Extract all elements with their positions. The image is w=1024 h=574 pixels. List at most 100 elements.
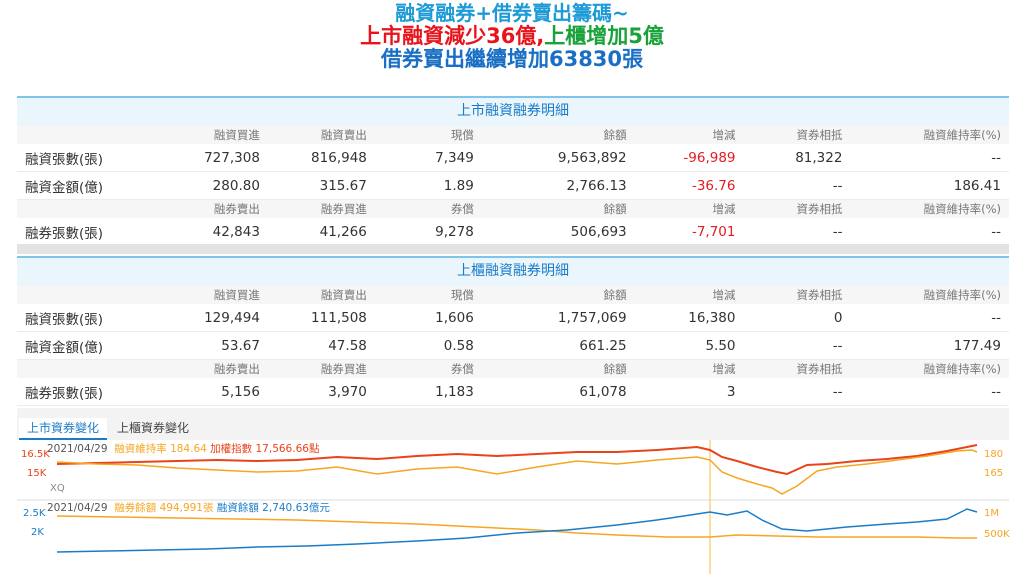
col-header: 增減 [712,362,736,376]
col-header: 增減 [712,202,736,216]
col-header: 資券相抵 [796,128,843,142]
col-header: 融資維持率(%) [923,202,1001,216]
cell: 7,349 [435,149,474,166]
cell: 42,843 [212,223,260,240]
cell: -- [991,383,1001,400]
table-header: 融券賣出 融券買進 券償 餘額 增減 資券相抵 融資維持率(%) [17,200,1009,218]
table-row: 融券張數(張) 42,843 41,266 9,278 506,693 -7,7… [17,218,1009,246]
cell: 280.80 [212,177,260,194]
col-header: 融資賣出 [320,288,367,302]
cell: -- [832,337,843,354]
short-balance-line [56,515,977,539]
col-header: 資券相抵 [796,362,843,376]
top-chart-legend: 2021/04/29 融資維持率 184.64 加權指數 17,566.66點 [47,441,319,456]
cell-change: -96,989 [683,149,736,166]
cell: 186.41 [953,177,1001,194]
cell: 727,308 [204,149,260,166]
col-header: 券償 [450,362,474,376]
table-row: 融資張數(張) 129,494 111,508 1,606 1,757,069 … [17,304,1009,332]
col-header: 融資維持率(%) [923,288,1001,302]
col-header: 融券買進 [320,362,367,376]
cell: 0.58 [443,337,474,354]
y-tick-left: 15K [27,468,47,479]
chart-tabs: 上市資券變化 上櫃資券變化 [17,408,1009,440]
cell: -- [832,177,843,194]
tab-otc-changes[interactable]: 上櫃資券變化 [117,421,190,435]
cell: -- [832,383,843,400]
table-header: 融資買進 融資賣出 現償 餘額 增減 資券相抵 融資維持率(%) [17,286,1009,304]
y-tick-right: 180 [984,449,1004,460]
cell: -- [832,223,843,240]
listed-table-title: 上市融資融券明細 [17,96,1009,126]
headline-line3: 借券賣出繼續增加63830張 [380,47,644,71]
cell: -- [991,223,1001,240]
y-tick-right: 500K [984,529,1010,540]
col-header: 資券相抵 [796,202,843,216]
y-tick-left: 2.5K [23,508,46,519]
legend-series-name: 融資維持率 [114,443,167,455]
index-line [56,444,978,476]
cell-change: 16,380 [688,309,736,326]
y-tick-left: 2K [31,527,44,538]
col-header: 餘額 [603,202,627,216]
col-header: 餘額 [603,128,627,142]
xq-watermark: XQ [50,483,65,494]
col-header: 融資維持率(%) [923,362,1001,376]
tab-listed-changes[interactable]: 上市資券變化 [19,418,108,440]
cell: 0 [833,309,843,326]
legend-series-value: 2,740.63億元 [262,502,330,514]
cell: 53.67 [221,337,260,354]
bottom-chart-legend: 2021/04/29 融券餘額 494,991張 融資餘額 2,740.63億元 [47,500,330,515]
col-header: 融資維持率(%) [923,128,1001,142]
maintenance-ratio-line [56,449,978,495]
legend-series-value: 494,991張 [159,502,214,514]
cell: 1,757,069 [557,309,627,326]
cell: 177.49 [953,337,1001,354]
col-header: 融券買進 [320,202,367,216]
legend-series-value: 17,566.66點 [255,443,320,455]
y-tick-right: 1M [984,508,999,519]
headline-otc-change: 上櫃增加5億 [544,24,664,48]
cell-change: -7,701 [691,223,736,240]
table-row: 融券張數(張) 5,156 3,970 1,183 61,078 3 -- -- [17,378,1009,406]
col-header: 融券賣出 [213,202,260,216]
col-header: 融券賣出 [213,362,260,376]
legend-series-name: 加權指數 [210,443,253,455]
cell-change: -36.76 [691,177,736,194]
listed-margin-table: 上市融資融券明細 融資買進 融資賣出 現償 餘額 增減 資券相抵 融資維持率(%… [17,96,1009,246]
headline-line2: 上市融資減少36億,上櫃增加5億 [0,25,1024,48]
col-header: 增減 [712,288,736,302]
cell: 3,970 [328,383,367,400]
cell: 5,156 [221,383,260,400]
cell: 129,494 [204,309,260,326]
cell: 1,183 [435,383,474,400]
margin-chart: 2021/04/29 融資維持率 184.64 加權指數 17,566.66點 … [17,440,1010,574]
col-header: 資券相抵 [796,288,843,302]
table-header: 融券賣出 融券買進 券償 餘額 增減 資券相抵 融資維持率(%) [17,360,1009,378]
legend-series-value: 184.64 [170,443,207,455]
row-label: 融券張數(張) [25,225,104,242]
table-row: 融資張數(張) 727,308 816,948 7,349 9,563,892 … [17,144,1009,172]
cell: 1,606 [435,309,474,326]
cell: 9,563,892 [557,149,627,166]
headline: 融資融券+借券賣出籌碼~ 上市融資減少36億,上櫃增加5億 借券賣出繼續增加63… [0,2,1024,71]
row-label: 融資張數(張) [25,311,104,328]
margin-balance-line [56,508,978,553]
cell: 1.89 [443,177,474,194]
y-tick-right: 165 [984,468,1004,479]
y-tick-left: 16.5K [21,449,50,460]
cell: 9,278 [435,223,474,240]
col-header: 現償 [450,288,474,302]
headline-line1: 融資融券+借券賣出籌碼~ [395,1,629,25]
headline-listed-change: 上市融資減少36億, [360,24,545,48]
col-header: 餘額 [603,362,627,376]
table-row: 融資金額(億) 53.67 47.58 0.58 661.25 5.50 -- … [17,332,1009,360]
otc-margin-table: 上櫃融資融券明細 融資買進 融資賣出 現償 餘額 增減 資券相抵 融資維持率(%… [17,256,1009,406]
cell: -- [991,149,1001,166]
cell: -- [991,309,1001,326]
row-label: 融資張數(張) [25,151,104,168]
legend-date: 2021/04/29 [47,502,108,514]
legend-date: 2021/04/29 [47,443,108,455]
col-header: 餘額 [603,288,627,302]
section-divider [17,244,1009,254]
